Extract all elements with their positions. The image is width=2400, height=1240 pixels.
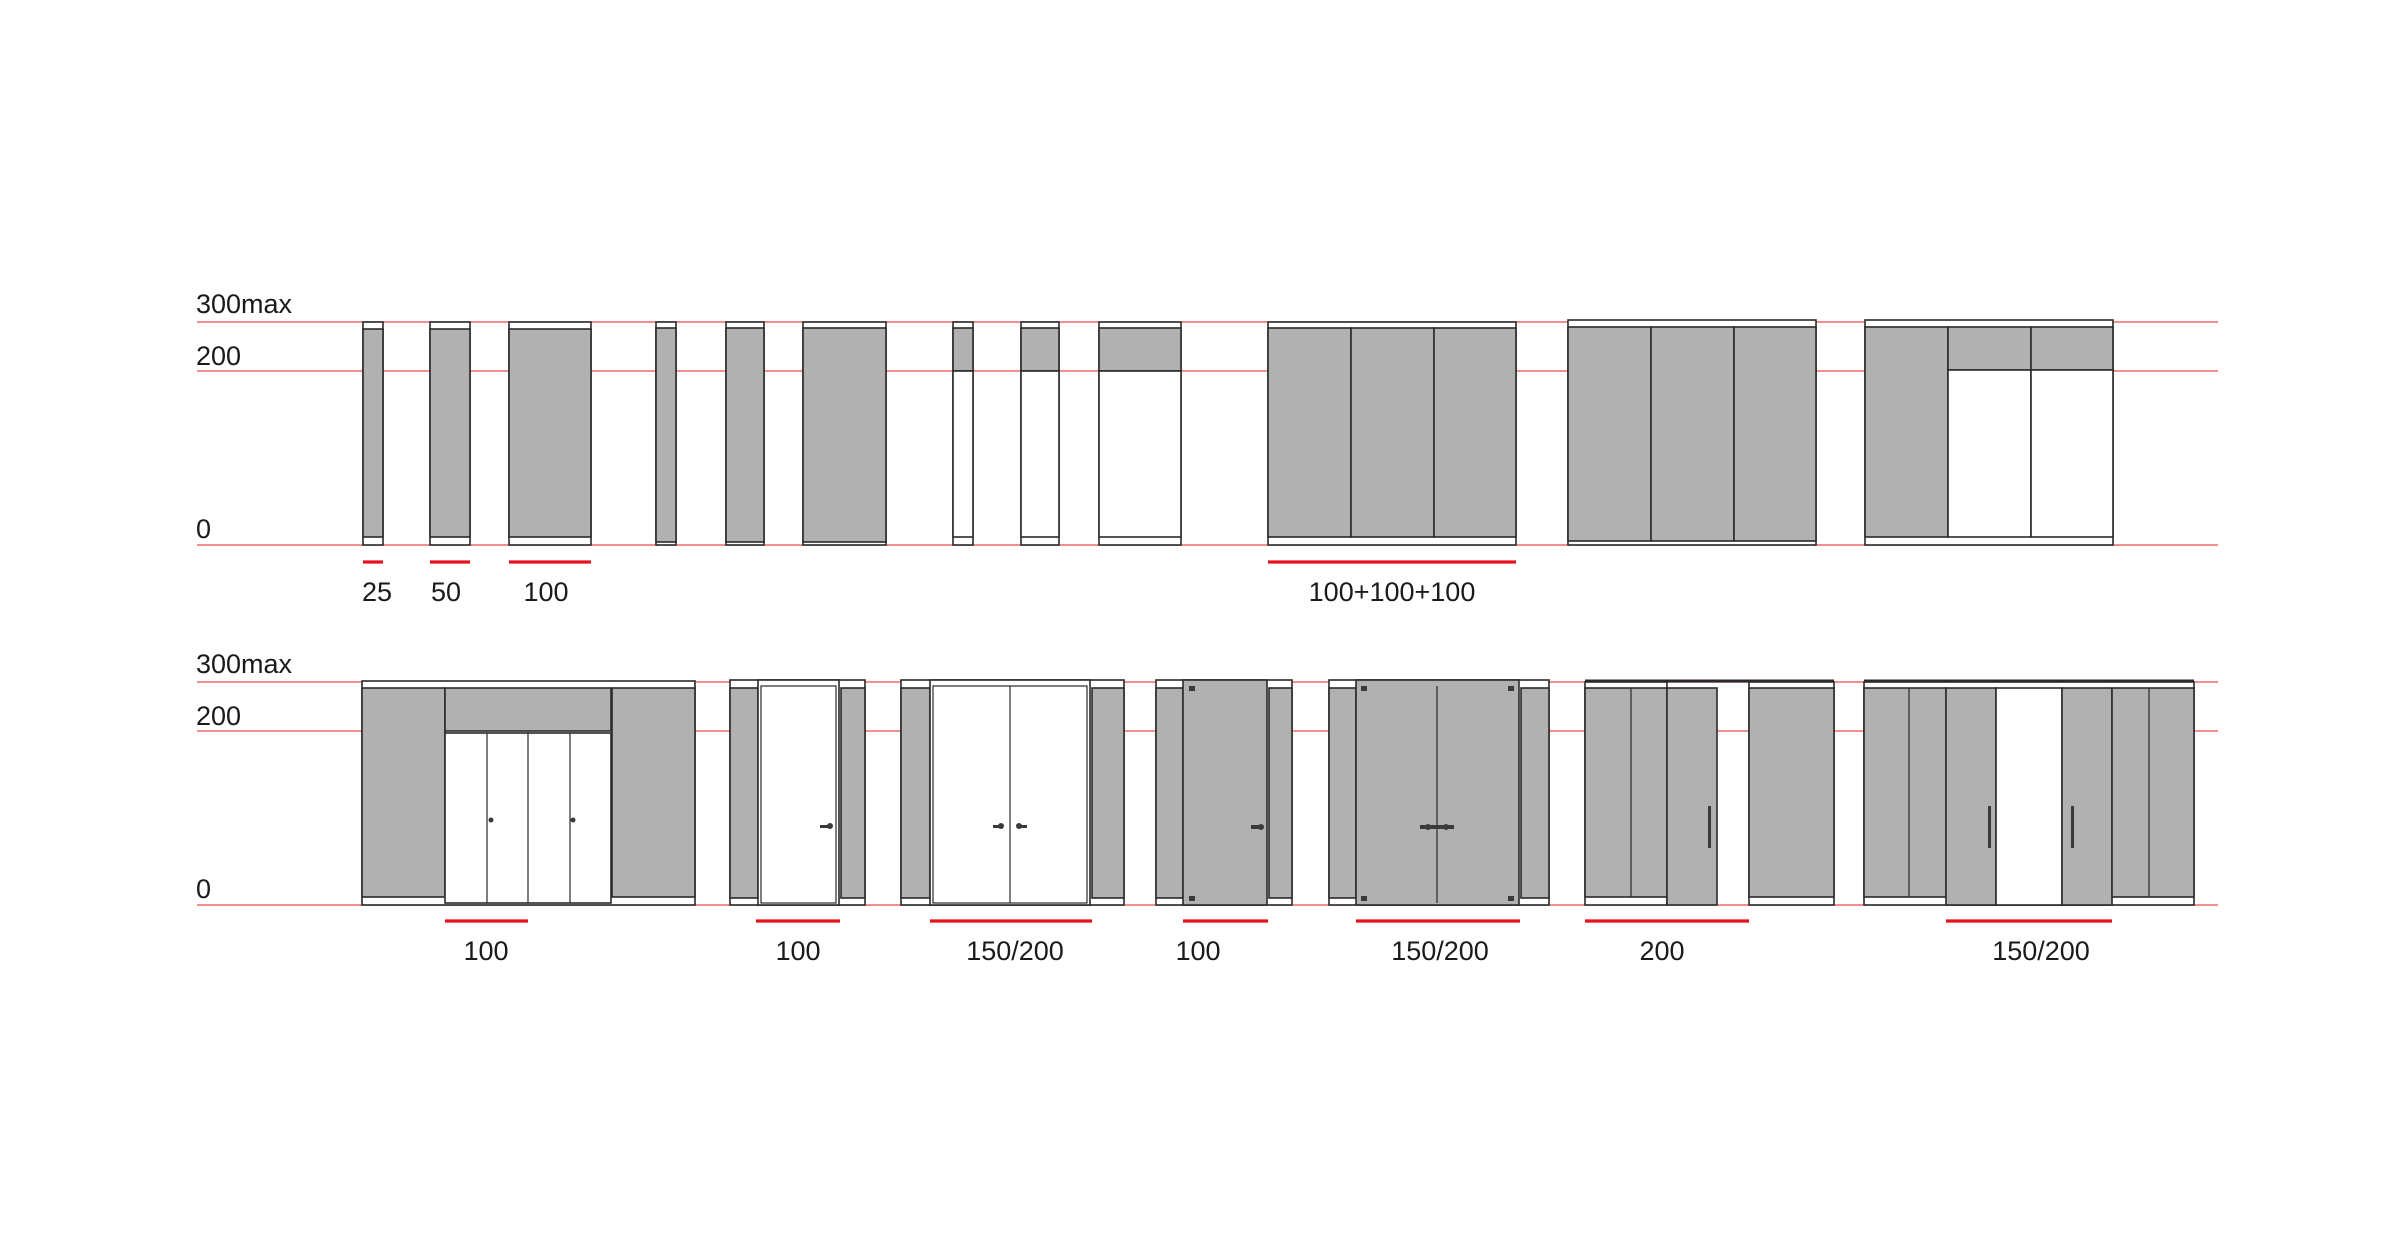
solid-panel-100-variant	[802, 321, 887, 546]
row-2-dim-label-3: 150/200	[966, 936, 1064, 966]
row-2: 300max 200 0	[196, 649, 2218, 966]
single-sliding-door-assembly	[1584, 679, 1835, 906]
row-1: 300max 200 0	[196, 289, 2218, 607]
solid-panel-100	[508, 321, 592, 546]
row-1-dim-label-50: 50	[431, 577, 461, 607]
solid-panel-50	[429, 321, 471, 546]
double-sliding-door-assembly	[1863, 679, 2195, 906]
three-panel-assembly-3	[1864, 319, 2114, 546]
double-glass-door-assembly	[900, 679, 1125, 906]
glass-panel-25	[952, 321, 974, 546]
row-2-level-label-200: 200	[196, 701, 241, 731]
solid-panel-25	[362, 321, 384, 546]
solid-panel-25-variant	[655, 321, 677, 546]
glass-panel-50	[1020, 321, 1060, 546]
three-panel-assembly-2	[1567, 319, 1817, 546]
single-glass-door-assembly	[729, 679, 866, 906]
row-1-level-label-200: 200	[196, 341, 241, 371]
glass-panel-100	[1098, 321, 1182, 546]
row-2-dim-label-1: 100	[463, 936, 508, 966]
row-2-dim-label-4: 100	[1175, 936, 1220, 966]
row-2-level-label-0: 0	[196, 874, 211, 904]
row-1-dim-label-25: 25	[362, 577, 392, 607]
opaque-double-door-assembly	[1328, 679, 1550, 906]
folding-door-assembly	[361, 680, 696, 906]
three-panel-assembly-1	[1267, 321, 1517, 546]
opaque-single-door-assembly	[1155, 679, 1293, 906]
row-1-dim-label-100: 100	[523, 577, 568, 607]
row-2-dim-label-2: 100	[775, 936, 820, 966]
row-1-level-label-300max: 300max	[196, 289, 293, 319]
solid-panel-50-variant	[725, 321, 765, 546]
row-1-dim-label-300: 100+100+100	[1309, 577, 1476, 607]
row-2-dim-label-5: 150/200	[1391, 936, 1489, 966]
row-2-dim-label-7: 150/200	[1992, 936, 2090, 966]
row-2-dim-label-6: 200	[1639, 936, 1684, 966]
row-2-level-label-300max: 300max	[196, 649, 293, 679]
row-1-level-label-0: 0	[196, 514, 211, 544]
